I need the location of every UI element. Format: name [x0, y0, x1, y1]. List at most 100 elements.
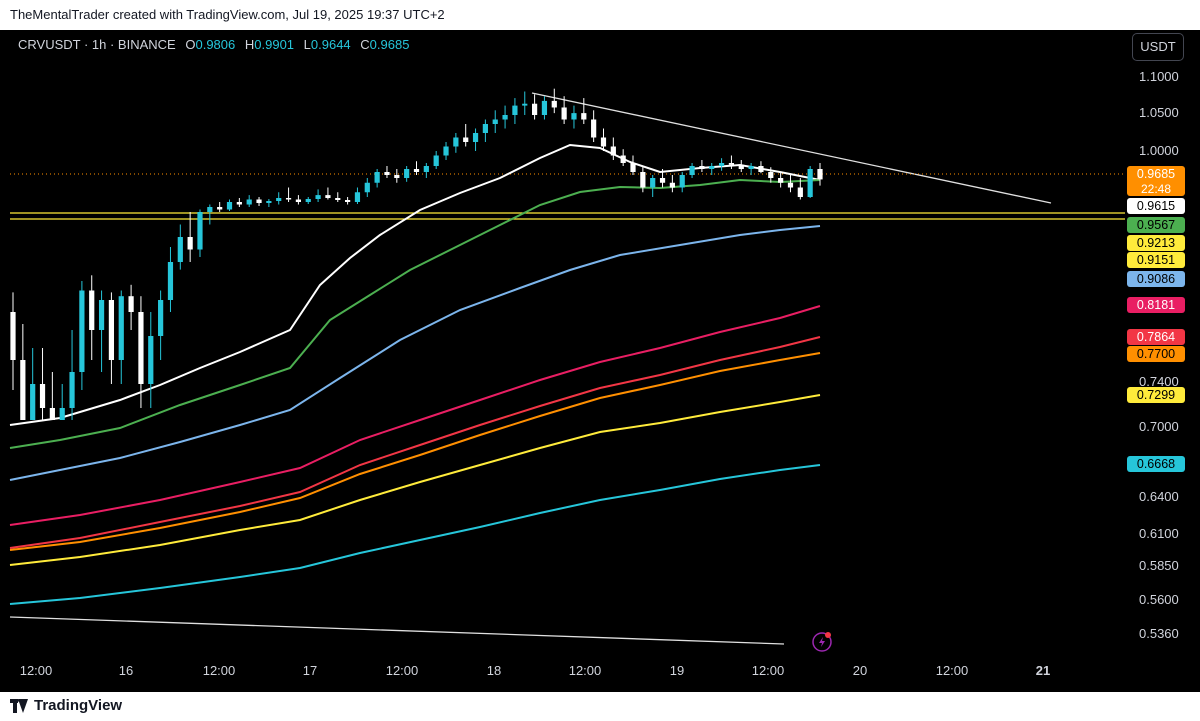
high-label: H: [244, 37, 255, 52]
price-badge: [1127, 346, 1185, 362]
candle-body: [256, 199, 262, 203]
price-scale-label: 0.7000: [1139, 419, 1179, 434]
horizontal-levels-layer: [10, 173, 1125, 220]
price-badge: [1127, 297, 1185, 313]
candle-body: [453, 137, 459, 147]
candle-body: [728, 163, 735, 165]
candle-body: [10, 312, 16, 360]
time-axis-label: 12:00: [569, 663, 602, 678]
price-scale-label: 1.0500: [1139, 105, 1179, 120]
price-badge-value: 0.9151: [1137, 253, 1175, 267]
ema-line: [9, 178, 821, 449]
price-badge-value: 0.9213: [1137, 236, 1175, 250]
candle-body: [620, 155, 626, 163]
candle-body: [413, 169, 420, 172]
symbol-legend: CRVUSDT · 1h · BINANCE O0.9806 H0.9901 L…: [18, 37, 409, 52]
candle-body: [138, 312, 144, 384]
candle-body: [404, 169, 410, 178]
candle-body: [709, 166, 715, 169]
price-badge: [1127, 235, 1185, 251]
tradingview-logo[interactable]: TradingView: [10, 697, 122, 714]
candle-body: [266, 201, 272, 203]
price-badge-value: 0.9086: [1137, 272, 1175, 286]
candle-body: [364, 182, 370, 193]
candle-body: [177, 237, 183, 262]
attribution-bar: TheMentalTrader created with TradingView…: [0, 0, 1200, 30]
candle-body: [512, 105, 518, 115]
candle-body: [600, 137, 607, 147]
price-scale-label: 1.1000: [1139, 69, 1179, 84]
price-badge: [1127, 387, 1185, 403]
low-label: L: [303, 37, 311, 52]
price-badge: [1127, 456, 1185, 472]
time-axis-label: 18: [487, 663, 501, 678]
candle-body: [768, 172, 774, 178]
price-badge: [1127, 166, 1185, 196]
currency-button[interactable]: USDT: [1132, 33, 1184, 61]
candle-body: [158, 300, 164, 336]
candle-body: [531, 103, 538, 115]
time-axis-label: 16: [119, 663, 133, 678]
candle-body: [148, 336, 154, 384]
candle-body: [738, 164, 744, 169]
time-axis-layer: 12:00 16 12:00 17 12:00 18 12:00 19 12:00 20 12:00…: [20, 663, 1051, 678]
candle-body: [118, 296, 124, 360]
price-badge-value: 0.7700: [1137, 347, 1175, 361]
candle-body: [797, 187, 803, 197]
price-badge-value: 0.7299: [1137, 388, 1175, 402]
lower-trendline: [9, 616, 785, 645]
candle-body: [718, 163, 725, 166]
price-chart[interactable]: 1.1000 1.0500 1.0000 0.7400 0.7000 0.6400 0.61…: [0, 30, 1200, 692]
candle-body: [295, 199, 302, 202]
candle-body: [354, 192, 361, 202]
open-value: 0.9806: [195, 37, 236, 52]
ema-line: [9, 305, 821, 526]
candle-body: [463, 137, 469, 142]
candle-body: [345, 200, 351, 202]
ema-line: [9, 352, 821, 551]
candle-body: [472, 133, 479, 142]
candle-body: [89, 290, 95, 330]
descending-trendline: [531, 92, 1052, 204]
candle-body: [226, 202, 233, 210]
candle-body: [98, 300, 105, 330]
ema-line: [9, 225, 821, 481]
price-scale-label: 1.0000: [1139, 143, 1179, 158]
candle-body: [59, 408, 65, 420]
candle-body: [630, 163, 636, 172]
candle-body: [384, 172, 390, 175]
alert-icon[interactable]: [812, 632, 832, 652]
candle-body: [79, 290, 85, 372]
candle-body: [758, 166, 764, 172]
price-badge-value: 0.6668: [1137, 457, 1175, 471]
price-badge: [1127, 252, 1185, 268]
candle-body: [807, 169, 813, 197]
price-badge: [1127, 198, 1185, 214]
candle-body: [49, 408, 55, 420]
candle-body: [285, 198, 292, 200]
candle-body: [659, 178, 666, 183]
time-axis-label: 12:00: [386, 663, 419, 678]
price-badge-value: 0.8181: [1137, 298, 1175, 312]
open-label: O: [185, 37, 196, 52]
candle-body: [650, 178, 656, 188]
ema-line: [9, 394, 821, 566]
price-badge-value: 0.9685: [1137, 167, 1175, 181]
candle-body: [492, 119, 498, 124]
candle-body: [187, 237, 193, 250]
price-badge-value: 0.7864: [1137, 330, 1175, 344]
candle-body: [197, 212, 203, 250]
close-value: 0.9685: [369, 37, 410, 52]
price-badge-countdown: 22:48: [1141, 182, 1171, 196]
tradingview-logo-icon: [10, 698, 28, 713]
candle-body: [207, 207, 213, 212]
price-axis-layer: 1.1000 1.0500 1.0000 0.7400 0.7000 0.6400 0.61…: [1139, 69, 1179, 641]
candle-body: [778, 178, 784, 183]
time-axis-label: 12:00: [203, 663, 236, 678]
candle-body: [108, 300, 115, 360]
candle-body: [551, 100, 557, 108]
candle-body: [374, 172, 380, 183]
candle-body: [817, 169, 823, 180]
candles-layer: [10, 88, 823, 420]
